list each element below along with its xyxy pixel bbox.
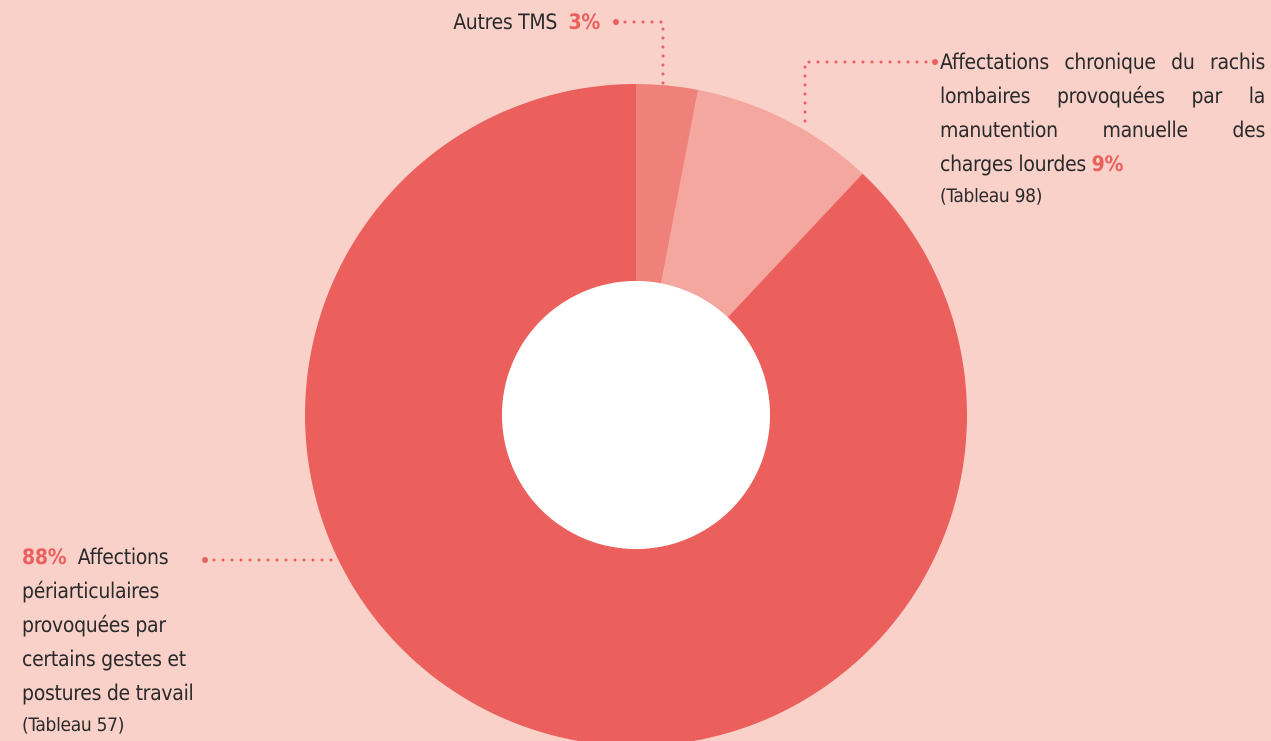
slice <box>661 89 863 318</box>
leader-line <box>614 20 665 86</box>
slice-label: Autres TMS 3% <box>453 5 600 39</box>
label-value: 88% <box>22 545 67 569</box>
label-name: Affections périarticulaires provoquées p… <box>22 545 194 705</box>
leader-dots <box>202 19 938 563</box>
label-value: 9% <box>1091 152 1124 176</box>
donut-hole <box>502 281 770 549</box>
slice <box>305 84 967 741</box>
slice-label: Affectations chronique du rachis lombair… <box>940 45 1265 211</box>
leader-line <box>803 60 937 132</box>
label-note: (Tableau 57) <box>22 714 125 736</box>
label-value: 3% <box>568 10 601 34</box>
label-note: (Tableau 98) <box>940 185 1043 207</box>
leader-dot <box>932 59 938 65</box>
slice-label: 88% Affections périarticulaires provoqué… <box>22 540 237 740</box>
label-name: Autres TMS <box>453 10 558 34</box>
leader-dot <box>613 19 619 25</box>
slice <box>636 84 699 284</box>
label-name: Affectations chronique du rachis lombair… <box>940 50 1265 176</box>
leader-dot <box>202 557 208 563</box>
